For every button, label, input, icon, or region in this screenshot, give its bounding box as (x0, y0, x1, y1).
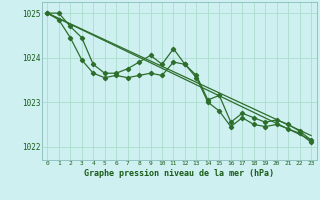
X-axis label: Graphe pression niveau de la mer (hPa): Graphe pression niveau de la mer (hPa) (84, 169, 274, 178)
